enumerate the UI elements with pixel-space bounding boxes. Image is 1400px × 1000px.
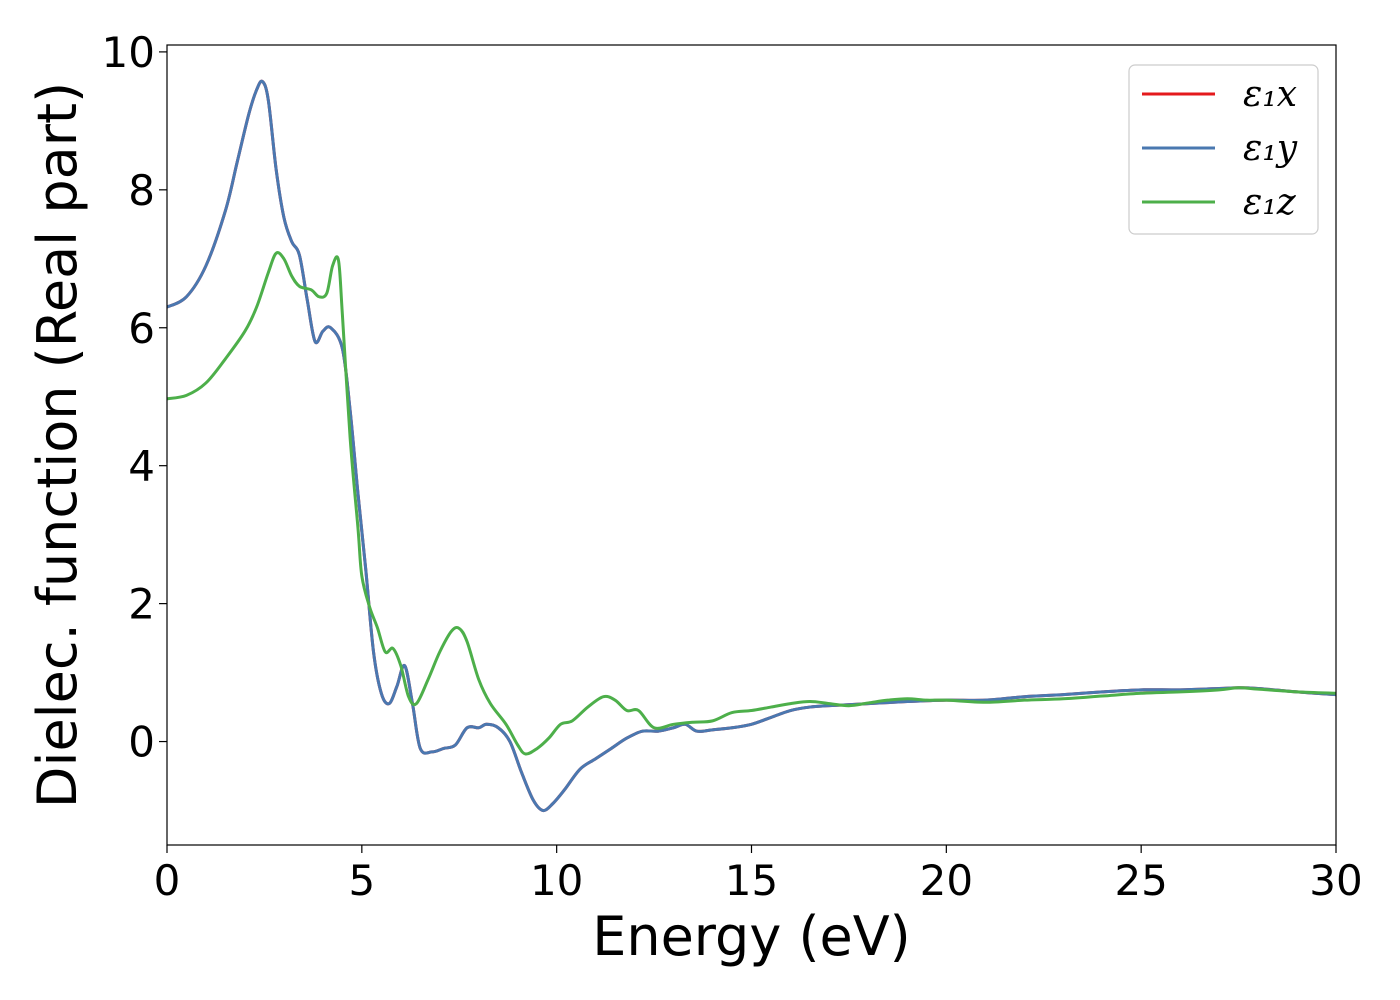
legend-label-3: ε₁z: [1243, 182, 1297, 223]
y-axis-ticks: 0 2 4 6 8 10: [102, 28, 167, 767]
x-tick-label: 10: [530, 856, 583, 905]
x-tick-label: 5: [348, 856, 375, 905]
y-tick-label: 2: [128, 580, 155, 629]
y-tick-label: 4: [128, 442, 155, 491]
x-tick-label: 25: [1114, 856, 1167, 905]
y-tick-label: 10: [102, 28, 155, 77]
x-tick-label: 0: [154, 856, 181, 905]
x-axis-ticks: 0 5 10 15 20 25 30: [154, 845, 1363, 905]
y-axis-title: Dielec. function (Real part): [26, 82, 89, 808]
y-tick-label: 6: [128, 304, 155, 353]
x-tick-label: 15: [725, 856, 778, 905]
legend-box: [1128, 64, 1319, 235]
series-line-3: [167, 251, 1336, 756]
legend-label-2: ε₁y: [1243, 128, 1298, 169]
series-layer: [167, 79, 1336, 813]
legend-label-1: ε₁x: [1243, 74, 1297, 115]
legend-items: ε₁x ε₁y ε₁z: [1142, 74, 1298, 223]
series-line-2: [167, 79, 1336, 813]
x-axis-title: Energy (eV): [592, 905, 911, 968]
y-tick-label: 0: [128, 718, 155, 767]
x-tick-label: 30: [1309, 856, 1362, 905]
x-tick-label: 20: [920, 856, 973, 905]
legend: ε₁x ε₁y ε₁z: [1128, 64, 1319, 235]
y-tick-label: 8: [128, 166, 155, 215]
